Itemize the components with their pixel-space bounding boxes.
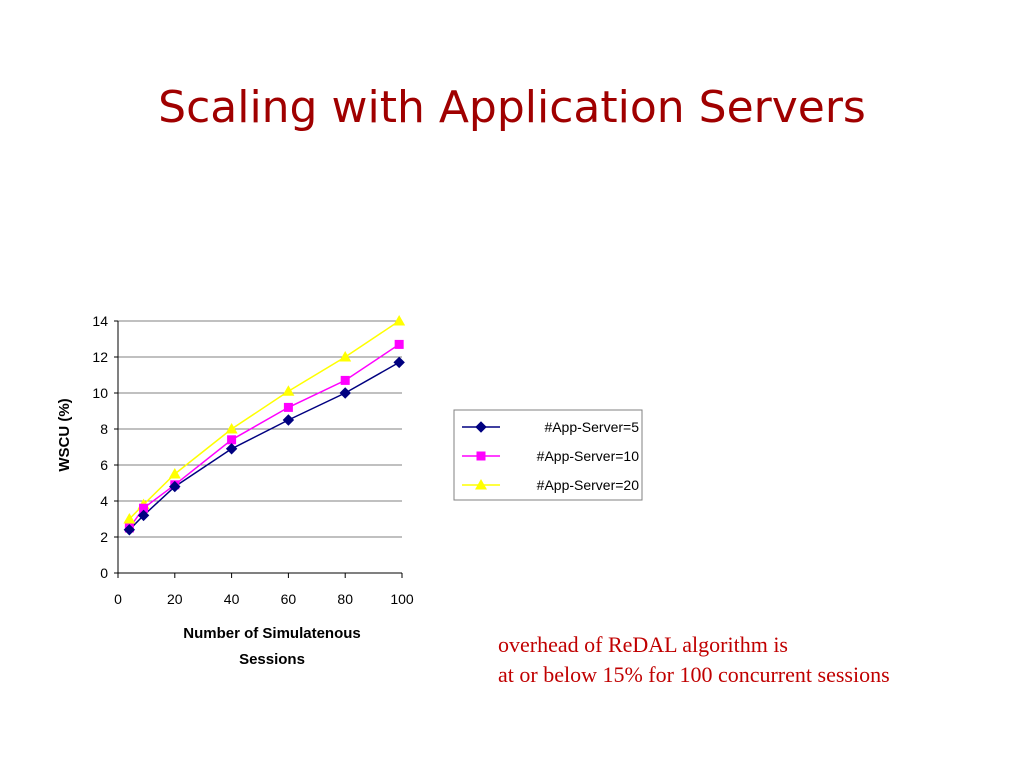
y-tick-label-14: 14 bbox=[92, 313, 108, 329]
series-1-point-2 bbox=[137, 509, 150, 522]
y-tick-label-4: 4 bbox=[100, 493, 108, 509]
slide-title: Scaling with Application Servers bbox=[158, 82, 866, 133]
x-tick-label-40: 40 bbox=[224, 591, 240, 607]
legend-label-3: #App-Server=20 bbox=[537, 477, 640, 493]
series-2-point-2 bbox=[139, 503, 149, 513]
series-2-point-5 bbox=[283, 402, 293, 412]
series-3-point-3 bbox=[168, 468, 181, 479]
y-tick-label-8: 8 bbox=[100, 421, 108, 437]
legend-label-1: #App-Server=5 bbox=[544, 419, 639, 435]
series-3-point-4 bbox=[225, 423, 238, 434]
series-line-1 bbox=[128, 361, 400, 531]
legend-label-2: #App-Server=10 bbox=[537, 448, 640, 464]
x-axis-title-line-1: Number of Simulatenous bbox=[183, 625, 361, 642]
y-tick-labels: 0 2 4 6 8 10 12 14 bbox=[92, 313, 108, 581]
legend-marker-2 bbox=[476, 451, 486, 461]
x-tick-label-0: 0 bbox=[114, 591, 122, 607]
x-tick-label-20: 20 bbox=[167, 591, 183, 607]
series-markers bbox=[123, 315, 406, 536]
series-1-point-1 bbox=[123, 524, 136, 536]
series-2-point-4 bbox=[227, 435, 237, 445]
series-3-point-7 bbox=[393, 315, 406, 326]
y-tick-label-0: 0 bbox=[100, 565, 108, 581]
gridlines bbox=[118, 320, 402, 538]
series-2-point-7 bbox=[394, 339, 404, 349]
x-tick-label-100: 100 bbox=[390, 591, 414, 607]
x-tick-label-60: 60 bbox=[281, 591, 297, 607]
axes bbox=[114, 320, 403, 578]
legend-marker-3 bbox=[475, 479, 487, 490]
series-line-2 bbox=[128, 343, 400, 529]
series-3-point-1 bbox=[123, 513, 136, 524]
series-1-point-6 bbox=[339, 387, 351, 399]
caption-line-2: at or below 15% for 100 concurrent sessi… bbox=[498, 662, 890, 687]
series-1-point-4 bbox=[225, 443, 238, 455]
y-tick-label-10: 10 bbox=[92, 385, 108, 401]
legend: #App-Server=5 #App-Server=10 #App-Server=2… bbox=[453, 409, 643, 501]
series-1-point-7 bbox=[393, 356, 405, 369]
x-axis-title-line-2: Sessions bbox=[239, 651, 305, 668]
series-lines bbox=[128, 320, 400, 531]
y-axis-title: WSCU (%) bbox=[56, 398, 73, 471]
caption: overhead of ReDAL algorithm is at or bel… bbox=[498, 630, 890, 690]
x-tick-labels: 0 20 40 60 80 100 bbox=[114, 591, 414, 607]
caption-line-1: overhead of ReDAL algorithm is bbox=[498, 632, 788, 657]
series-3-point-5 bbox=[282, 385, 295, 396]
series-3-point-6 bbox=[339, 351, 352, 362]
series-1-point-5 bbox=[282, 414, 295, 426]
y-tick-label-12: 12 bbox=[92, 349, 108, 365]
series-2-point-6 bbox=[340, 375, 350, 385]
legend-marker-1 bbox=[475, 421, 487, 433]
y-tick-label-6: 6 bbox=[100, 457, 108, 473]
x-tick-label-80: 80 bbox=[337, 591, 353, 607]
y-tick-label-2: 2 bbox=[100, 529, 108, 545]
series-1-point-3 bbox=[169, 480, 181, 493]
x-axis-title: Number of Simulatenous Sessions bbox=[183, 625, 361, 668]
